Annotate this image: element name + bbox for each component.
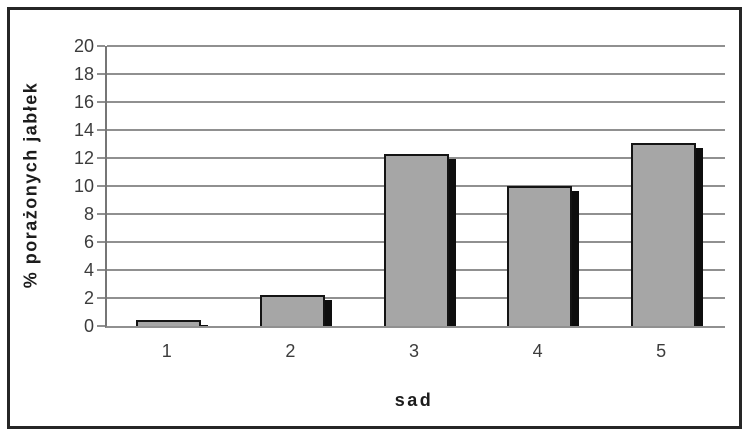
y-tick-mark: [97, 297, 105, 299]
y-tick-mark: [97, 157, 105, 159]
x-tick-label: 1: [161, 341, 172, 361]
bar-sad-2: [259, 295, 332, 326]
y-tick-mark: [97, 129, 105, 131]
y-tick-mark: [97, 269, 105, 271]
y-tick-mark: [97, 73, 105, 75]
plot-area: [105, 45, 725, 328]
x-tick-label: 4: [532, 341, 543, 361]
y-tick-label: 10: [73, 176, 94, 196]
bar-sad-5: [630, 142, 703, 327]
y-tick-label: 12: [73, 148, 94, 168]
y-tick-mark: [97, 325, 105, 327]
y-tick-label: 0: [83, 316, 94, 336]
y-tick-label: 8: [83, 204, 94, 224]
bar-sad-3: [383, 153, 456, 327]
y-tick-label: 18: [73, 64, 94, 84]
gridline: [107, 129, 725, 131]
x-tick-label: 3: [408, 341, 419, 361]
x-tick-label: 5: [656, 341, 667, 361]
gridline: [107, 73, 725, 75]
y-tick-mark: [97, 185, 105, 187]
y-tick-label: 6: [83, 232, 94, 252]
x-axis-title: sad: [394, 390, 434, 410]
gridline: [107, 101, 725, 103]
y-tick-label: 14: [73, 120, 94, 140]
y-tick-label: 16: [73, 92, 94, 112]
x-tick-label: 2: [285, 341, 296, 361]
bar-sad-1: [136, 320, 209, 326]
y-tick-label: 20: [73, 36, 94, 56]
y-tick-label: 2: [83, 288, 94, 308]
y-tick-mark: [97, 101, 105, 103]
y-tick-mark: [97, 213, 105, 215]
y-tick-mark: [97, 45, 105, 47]
gridline: [107, 45, 725, 47]
y-tick-label: 4: [83, 260, 94, 280]
y-tick-mark: [97, 241, 105, 243]
bar-sad-4: [507, 186, 580, 326]
